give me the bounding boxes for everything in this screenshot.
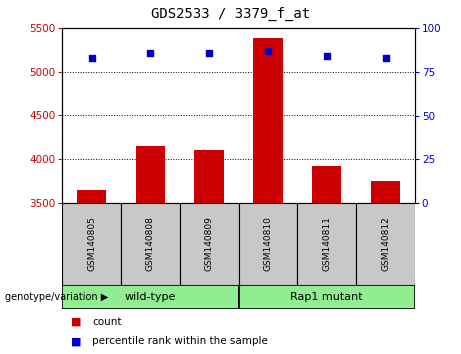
Text: ■: ■ (71, 336, 82, 347)
Text: ■: ■ (71, 316, 82, 327)
Bar (297, 203, 356, 285)
Bar (62, 203, 121, 285)
Text: GSM140809: GSM140809 (205, 217, 214, 272)
Text: GSM140808: GSM140808 (146, 217, 155, 272)
Point (147, 50, 154, 55)
Text: GSM140810: GSM140810 (263, 217, 272, 272)
Bar (312, 166, 342, 203)
Point (323, 53, 331, 59)
Bar (121, 203, 180, 285)
Bar (371, 181, 400, 203)
Text: GSM140805: GSM140805 (87, 217, 96, 272)
Text: wild-type: wild-type (125, 292, 176, 302)
Text: count: count (92, 316, 122, 327)
Point (206, 50, 213, 55)
Bar (62, 285, 239, 309)
Point (264, 48, 272, 53)
Bar (195, 150, 224, 203)
Bar (239, 203, 297, 285)
Text: GSM140812: GSM140812 (381, 217, 390, 272)
Bar (180, 203, 239, 285)
Bar (253, 39, 283, 203)
Point (88, 55, 95, 61)
Text: percentile rank within the sample: percentile rank within the sample (92, 336, 268, 347)
Text: GSM140811: GSM140811 (322, 217, 331, 272)
Text: genotype/variation ▶: genotype/variation ▶ (5, 292, 108, 302)
Text: Rap1 mutant: Rap1 mutant (290, 292, 363, 302)
Bar (239, 285, 415, 309)
Point (382, 55, 389, 61)
Bar (77, 190, 106, 203)
Text: GDS2533 / 3379_f_at: GDS2533 / 3379_f_at (151, 7, 310, 21)
Bar (136, 146, 165, 203)
Bar (356, 203, 415, 285)
